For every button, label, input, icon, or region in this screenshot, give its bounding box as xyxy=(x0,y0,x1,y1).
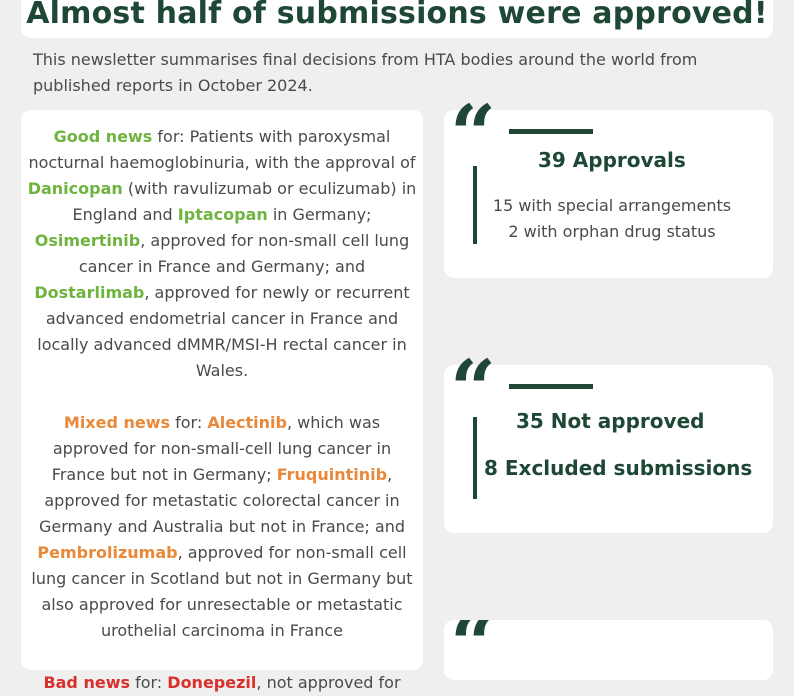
approvals-heading: 39 Approvals xyxy=(538,148,686,172)
quote-bar xyxy=(473,166,477,244)
bad-news-paragraph: Bad news for: Donepezil, not approved fo… xyxy=(25,670,419,696)
drug-donepezil: Donepezil xyxy=(167,673,257,692)
good-news-label: Good news xyxy=(53,127,153,146)
mixed-news-text: , approved for metastatic colorectal can… xyxy=(38,465,406,536)
good-news-text: , approved for newly or recurrent advanc… xyxy=(37,283,410,380)
quote-icon: “ xyxy=(450,342,497,436)
quote-divider xyxy=(509,129,593,134)
mixed-news-text: , approved for non-small cell lung cance… xyxy=(31,543,413,640)
good-news-paragraph: Good news for: Patients with paroxysmal … xyxy=(25,124,419,384)
drug-fruquintinib: Fruquintinib xyxy=(276,465,388,484)
title-banner: Almost half of submissions were approved… xyxy=(21,0,773,38)
good-news-text: in Germany; xyxy=(267,205,372,224)
drug-alectinib: Alectinib xyxy=(207,413,287,432)
news-summary-card: Good news for: Patients with paroxysmal … xyxy=(21,110,423,692)
mixed-news-paragraph: Mixed news for: Alectinib, which was app… xyxy=(25,410,419,644)
approvals-card: “ 39 Approvals 15 with special arrangeme… xyxy=(444,94,773,278)
intro-text: This newsletter summarises final decisio… xyxy=(33,50,698,95)
drug-pembrolizumab: Pembrolizumab xyxy=(37,543,178,562)
quote-icon: “ xyxy=(450,620,497,680)
bad-news-text: , not approved for xyxy=(256,673,401,692)
good-news-text: for: Patients with paroxysmal nocturnal … xyxy=(28,127,416,172)
drug-danicopan: Danicopan xyxy=(27,179,123,198)
special-arrangements-text: 15 with special arrangements xyxy=(492,196,732,215)
drug-osimertinib: Osimertinib xyxy=(34,231,141,250)
mixed-news-text: for: xyxy=(170,413,208,432)
quote-bar xyxy=(473,417,477,499)
page-title: Almost half of submissions were approved… xyxy=(26,0,768,31)
not-approved-card: “ 35 Not approved 8 Excluded submissions xyxy=(444,349,773,533)
good-news-text: , approved for non-small cell lung cance… xyxy=(78,231,410,276)
bad-news-label: Bad news xyxy=(43,673,130,692)
orphan-status-text: 2 with orphan drug status xyxy=(508,222,716,241)
excluded-heading: 8 Excluded submissions xyxy=(484,456,753,480)
not-approved-heading: 35 Not approved xyxy=(516,409,705,433)
quote-divider xyxy=(509,384,593,389)
drug-iptacopan: Iptacopan xyxy=(177,205,268,224)
drug-dostarlimab: Dostarlimab xyxy=(34,283,145,302)
third-stat-card: “ xyxy=(444,620,773,680)
bad-news-text: for: xyxy=(130,673,168,692)
good-news-text: (with ravulizumab or eculizumab) in Engl… xyxy=(72,179,417,224)
quote-icon: “ xyxy=(450,87,497,181)
mixed-news-text: , which was approved for non-small-cell … xyxy=(51,413,392,484)
mixed-news-label: Mixed news xyxy=(63,413,171,432)
